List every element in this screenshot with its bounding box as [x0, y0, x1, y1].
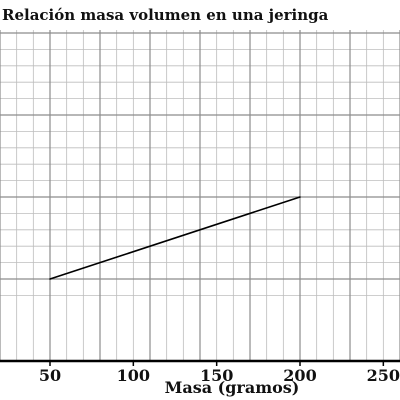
x-tick-label: 250: [367, 366, 400, 385]
x-tick-label: 150: [200, 366, 233, 385]
series-line: [49, 196, 301, 280]
series-layer: [49, 196, 301, 280]
grid-major: [0, 30, 400, 361]
x-tick-labels: 50 100 150 200 250: [39, 361, 400, 385]
x-tick-label: 200: [283, 366, 316, 385]
chart-title: Relación masa volumen en una jeringa: [2, 6, 329, 24]
x-axis-label: Masa (gramos): [165, 378, 300, 397]
data-point: [49, 278, 51, 280]
x-tick-label: 100: [117, 366, 150, 385]
x-tick-label: 50: [39, 366, 61, 385]
data-point: [299, 196, 301, 198]
